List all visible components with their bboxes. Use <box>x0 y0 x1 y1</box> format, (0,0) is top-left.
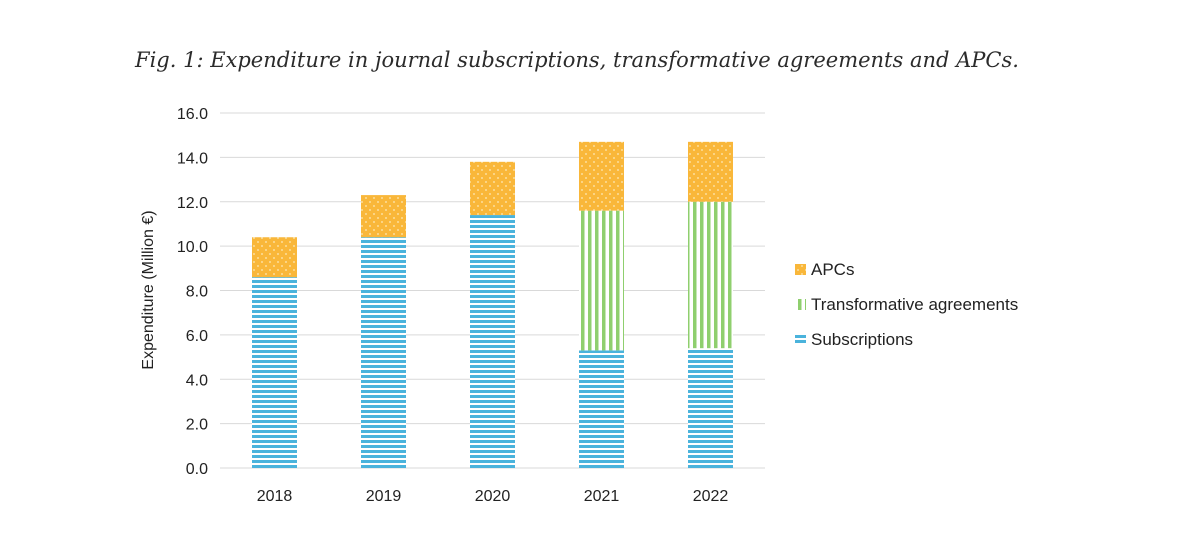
bar-apcs-2018 <box>252 237 297 278</box>
y-tick-label: 12.0 <box>177 195 208 212</box>
y-tick-label: 6.0 <box>186 328 208 345</box>
x-tick-label: 2020 <box>475 488 511 505</box>
bar-subscriptions-2018 <box>252 277 297 468</box>
y-tick-label: 8.0 <box>186 284 208 301</box>
y-tick-label: 16.0 <box>177 106 208 123</box>
y-axis-label: Expenditure (Million €) <box>140 210 157 369</box>
x-tick-label: 2022 <box>693 488 729 505</box>
bar-subscriptions-2020 <box>470 215 515 468</box>
bar-subscriptions-2021 <box>579 350 624 468</box>
figure-caption: Fig. 1: Expenditure in journal subscript… <box>135 48 1019 72</box>
y-tick-label: 0.0 <box>186 461 208 478</box>
bar-transformative-agreements-2021 <box>579 210 624 351</box>
bar-apcs-2020 <box>470 161 515 216</box>
x-tick-label: 2019 <box>366 488 402 505</box>
y-tick-label: 4.0 <box>186 372 208 389</box>
y-tick-label: 14.0 <box>177 150 208 167</box>
bar-subscriptions-2019 <box>361 237 406 468</box>
y-axis-ticks: 0.0 2.0 4.0 6.0 8.0 10.0 12.0 14.0 16.0 <box>177 106 208 478</box>
bar-apcs-2019 <box>361 195 406 238</box>
legend-label-apcs: APCs <box>811 260 854 279</box>
bar-apcs-2021 <box>579 141 624 211</box>
legend-label-subscriptions: Subscriptions <box>811 330 913 349</box>
bar-subscriptions-2022 <box>688 348 733 468</box>
bars <box>252 141 733 468</box>
legend: APCs Transformative agreements Subscriptio… <box>795 260 1018 349</box>
x-tick-label: 2021 <box>584 488 620 505</box>
x-tick-label: 2018 <box>257 488 293 505</box>
y-tick-label: 2.0 <box>186 417 208 434</box>
y-tick-label: 10.0 <box>177 239 208 256</box>
bar-apcs-2022 <box>688 141 733 202</box>
legend-swatch-subscriptions <box>795 334 806 345</box>
x-axis-ticks: 2018 2019 2020 2021 2022 <box>257 488 729 505</box>
legend-swatch-transformative-agreements <box>795 299 806 310</box>
legend-swatch-apcs <box>795 264 806 275</box>
legend-label-transformative-agreements: Transformative agreements <box>811 295 1018 314</box>
bar-transformative-agreements-2022 <box>688 201 733 349</box>
